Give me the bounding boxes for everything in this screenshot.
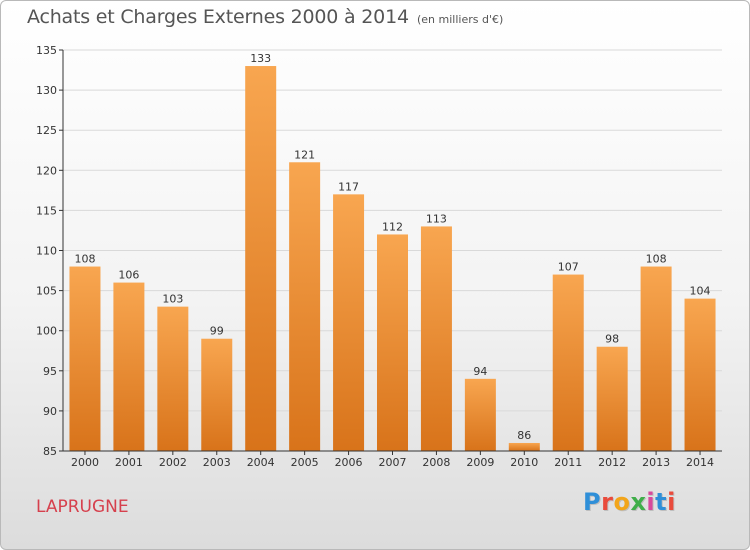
y-tick-label: 105	[36, 285, 57, 298]
x-tick-label: 2011	[554, 456, 582, 469]
y-tick-label: 85	[43, 445, 57, 458]
y-tick-label: 100	[36, 325, 57, 338]
bar	[464, 378, 496, 451]
bar	[245, 66, 277, 451]
bar-value-label: 117	[338, 180, 359, 193]
bar-value-label: 133	[250, 52, 271, 65]
x-tick-label: 2001	[115, 456, 143, 469]
x-tick-label: 2002	[159, 456, 187, 469]
y-tick-label: 90	[43, 405, 57, 418]
x-tick-label: 2007	[379, 456, 407, 469]
bar	[201, 338, 233, 451]
bar-value-label: 113	[426, 212, 447, 225]
bar	[157, 306, 189, 451]
x-tick-label: 2004	[247, 456, 275, 469]
commune-name: LAPRUGNE	[36, 497, 129, 517]
bar	[552, 274, 584, 451]
x-tick-label: 2014	[686, 456, 714, 469]
x-tick-label: 2005	[291, 456, 319, 469]
logo-letter: P	[583, 488, 602, 516]
bar-value-label: 103	[162, 293, 183, 306]
x-tick-label: 2000	[71, 456, 99, 469]
chart-title: Achats et Charges Externes 2000 à 2014	[27, 6, 409, 28]
x-tick-label: 2009	[466, 456, 494, 469]
y-tick-label: 110	[36, 245, 57, 258]
x-tick-label: 2006	[335, 456, 363, 469]
bar	[333, 194, 365, 452]
y-tick-label: 135	[36, 44, 57, 57]
logo-letter: i	[646, 488, 656, 516]
bar-value-label: 121	[294, 148, 315, 161]
proxiti-logo: Proxiti	[583, 488, 676, 516]
bar-value-label: 98	[605, 333, 619, 346]
bar	[377, 234, 408, 451]
logo-letter: t	[655, 488, 668, 516]
x-tick-label: 2012	[598, 456, 626, 469]
x-tick-label: 2013	[642, 456, 670, 469]
bar-value-label: 108	[646, 253, 667, 266]
x-tick-label: 2010	[510, 456, 538, 469]
bar	[289, 162, 321, 451]
bar	[596, 346, 628, 451]
y-tick-label: 125	[36, 124, 57, 137]
bar	[508, 442, 540, 451]
x-tick-label: 2003	[203, 456, 231, 469]
bar-value-label: 86	[517, 429, 531, 442]
y-tick-label: 95	[43, 365, 57, 378]
bar	[113, 282, 145, 451]
bar	[684, 298, 716, 451]
bar-value-label: 108	[74, 253, 95, 266]
logo-letter: x	[630, 488, 647, 516]
logo-letter: o	[613, 488, 631, 516]
y-tick-label: 115	[36, 204, 57, 217]
bar	[69, 266, 101, 451]
y-tick-label: 130	[36, 84, 57, 97]
bar	[420, 226, 452, 451]
y-tick-label: 120	[36, 164, 57, 177]
logo-letter: r	[601, 488, 614, 516]
bar-value-label: 106	[118, 269, 139, 282]
x-tick-label: 2008	[422, 456, 450, 469]
bar-value-label: 107	[558, 261, 579, 274]
bar-value-label: 99	[210, 325, 224, 338]
logo-letter: i	[667, 488, 676, 516]
bar-value-label: 94	[473, 365, 487, 378]
bar	[640, 266, 672, 451]
chart-subtitle: (en milliers d'€)	[417, 13, 504, 26]
bar-value-label: 104	[690, 285, 711, 298]
bar-value-label: 112	[382, 220, 403, 233]
